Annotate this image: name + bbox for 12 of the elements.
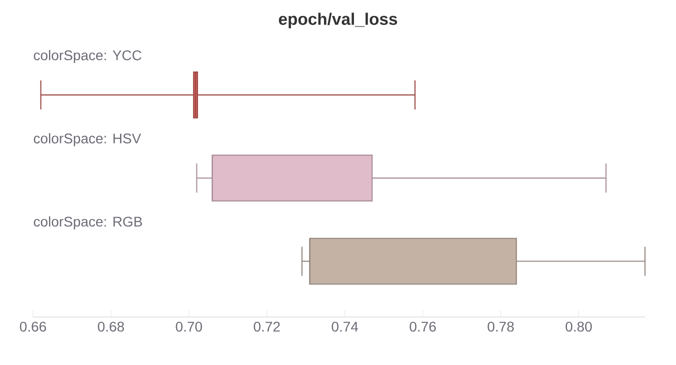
chart-title: epoch/val_loss	[278, 12, 398, 28]
x-tick-label: 0.80	[566, 322, 592, 332]
x-tick-label: 0.72	[254, 322, 280, 332]
x-tick-label: 0.66	[20, 322, 46, 332]
x-tick-label: 0.78	[488, 322, 514, 332]
x-tick-label: 0.68	[98, 322, 124, 332]
x-tick-label: 0.70	[176, 322, 202, 332]
x-tick-label: 0.74	[332, 322, 358, 332]
y-tick-label: colorSpace: RGB	[34, 216, 142, 230]
y-tick-label: colorSpace: HSV	[34, 133, 142, 146]
y-tick-label: colorSpace: YCC	[34, 50, 142, 64]
x-tick-label: 0.76	[410, 322, 436, 332]
